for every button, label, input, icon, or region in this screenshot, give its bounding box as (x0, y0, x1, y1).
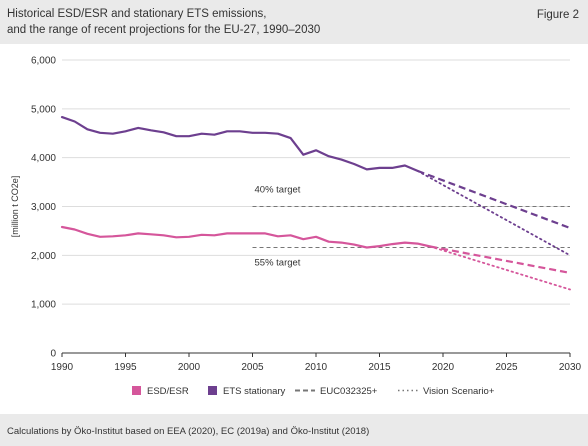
legend-label: ESD/ESR (147, 386, 189, 397)
y-tick-label: 5,000 (31, 104, 56, 115)
legend-label: ETS stationary (223, 386, 286, 397)
y-tick-label: 6,000 (31, 56, 56, 67)
series-line-ets-dotted (416, 170, 571, 257)
x-tick-label: 2020 (432, 362, 455, 373)
x-tick-label: 2030 (559, 362, 582, 373)
y-tick-label: 4,000 (31, 153, 56, 164)
target-label: 40% target (255, 185, 301, 196)
grid-layer (62, 59, 570, 305)
y-axis-label: [million t CO2e] (10, 176, 20, 238)
y-tick-label: 2,000 (31, 251, 56, 262)
y-tick-label: 0 (50, 349, 56, 360)
series-line-ets-solid (60, 115, 419, 173)
legend-label: Vision Scenario+ (423, 386, 495, 397)
chart-title-line-2: and the range of recent projections for … (7, 24, 321, 36)
chart-title-line-1: Historical ESD/ESR and stationary ETS em… (7, 8, 267, 20)
figure-label: Figure 2 (536, 9, 579, 21)
reference-lines-layer: 40% target 55% target (252, 185, 570, 269)
legend-swatch (132, 386, 141, 395)
source-note: Calculations by Öko-Institut based on EE… (7, 426, 370, 437)
target-label: 55% target (255, 258, 301, 269)
series-layer (60, 115, 571, 291)
emissions-line-chart: 0 1,000 2,000 3,000 4,000 5,000 6,000 1990 1995 2… (10, 56, 582, 398)
legend-layer: ESD/ESR ETS stationary EUC032325+ Vision Sc… (132, 386, 495, 397)
x-tick-label: 1990 (51, 362, 74, 373)
legend-label: EUC032325+ (320, 386, 378, 397)
x-tick-label: 2005 (241, 362, 264, 373)
series-line-ets-dashed (417, 169, 571, 230)
series-line-esd-solid (60, 225, 432, 249)
x-tick-label: 1995 (114, 362, 137, 373)
chart-area: 0 1,000 2,000 3,000 4,000 5,000 6,000 1990 1995 2… (0, 44, 588, 419)
x-tick-label: 2000 (178, 362, 201, 373)
x-tick-label: 2010 (305, 362, 328, 373)
y-tick-label: 3,000 (31, 202, 56, 213)
y-tick-label: 1,000 (31, 300, 56, 311)
x-tick-label: 2025 (495, 362, 518, 373)
series-line-esd-dotted (429, 245, 571, 291)
chart-header: Historical ESD/ESR and stationary ETS em… (0, 0, 588, 44)
x-tick-label: 2015 (368, 362, 391, 373)
legend-swatch (208, 386, 217, 395)
axis-layer: 0 1,000 2,000 3,000 4,000 5,000 6,000 1990 1995 2… (10, 56, 582, 374)
series-line-esd-dashed (430, 245, 571, 274)
chart-footer: Calculations by Öko-Institut based on EE… (0, 414, 588, 446)
